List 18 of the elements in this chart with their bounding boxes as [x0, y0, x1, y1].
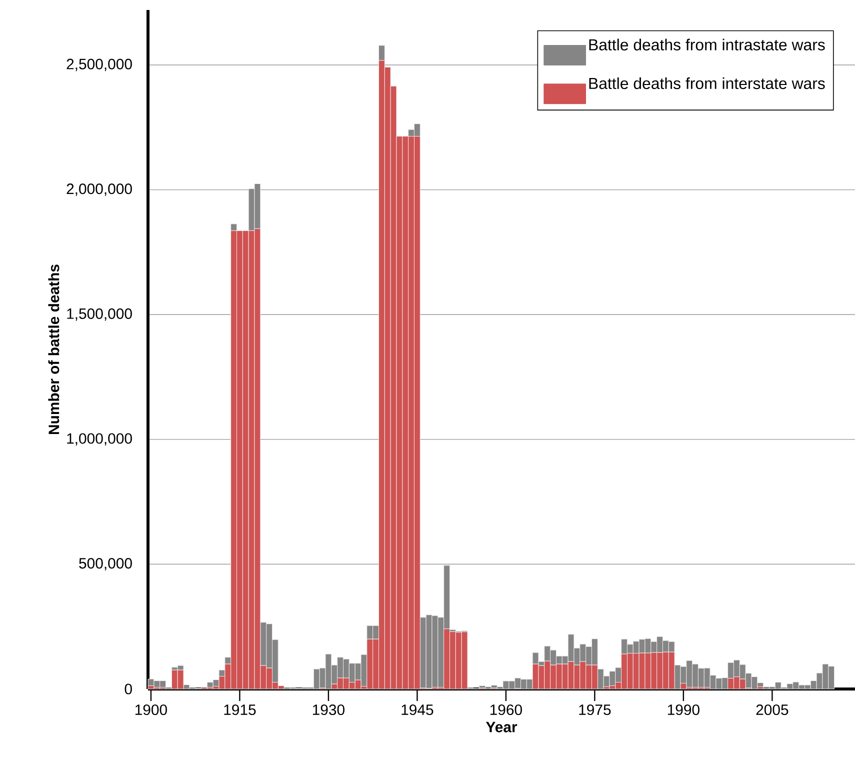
x-tick-label: 1960: [490, 704, 522, 716]
y-tick-label: 1,000,000: [67, 433, 132, 446]
y-tick-label: 2,000,000: [66, 184, 132, 196]
legend-label: Battle deaths from intrastate wars: [589, 38, 825, 50]
y-axis-title: Number of battle deaths: [48, 264, 60, 434]
x-tick-label: 1930: [312, 704, 344, 716]
y-tick-label: 500,000: [79, 558, 132, 570]
y-tick-label: 0: [124, 684, 132, 694]
x-tick-label: 2005: [756, 704, 788, 716]
x-tick-label: 1915: [224, 704, 256, 716]
legend-label: Battle deaths from interstate wars: [589, 77, 825, 90]
y-tick-label: 2,500,000: [66, 58, 132, 72]
y-tick-label: 1,500,000: [67, 308, 132, 321]
x-tick-label: 1990: [668, 704, 700, 716]
x-tick-label: 1900: [135, 704, 167, 716]
x-tick-label: 1975: [579, 704, 611, 716]
x-axis-title: Year: [486, 722, 518, 732]
x-tick-label: 1945: [402, 704, 434, 716]
